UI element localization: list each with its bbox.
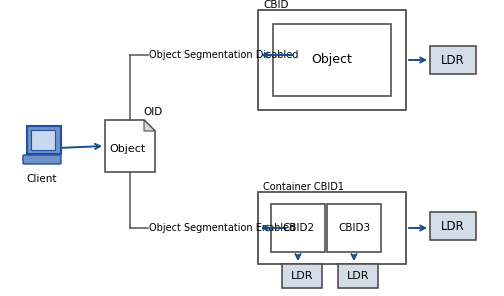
Text: CBID3: CBID3 <box>338 223 370 233</box>
Bar <box>258 192 406 264</box>
Bar <box>327 204 381 252</box>
Text: CBID2: CBID2 <box>282 223 314 233</box>
Bar <box>282 264 322 288</box>
Bar <box>430 46 476 74</box>
Text: Container CBID1: Container CBID1 <box>263 182 344 192</box>
Text: Object Segmentation Disabled: Object Segmentation Disabled <box>149 50 298 60</box>
Bar <box>430 212 476 240</box>
Text: CBID: CBID <box>263 0 288 10</box>
Text: OID: OID <box>143 107 163 117</box>
Text: Client: Client <box>27 174 57 184</box>
Text: LDR: LDR <box>441 220 465 232</box>
FancyBboxPatch shape <box>23 155 61 164</box>
Bar <box>273 24 391 96</box>
Text: Object Segmentation Enabled: Object Segmentation Enabled <box>149 223 295 233</box>
Text: LDR: LDR <box>347 271 369 281</box>
Text: LDR: LDR <box>291 271 313 281</box>
Bar <box>271 204 325 252</box>
Polygon shape <box>144 120 155 131</box>
Text: Object: Object <box>311 54 352 67</box>
Bar <box>258 10 406 110</box>
Text: LDR: LDR <box>441 54 465 67</box>
Text: Object: Object <box>110 144 146 154</box>
Polygon shape <box>105 120 155 172</box>
Bar <box>338 264 378 288</box>
FancyBboxPatch shape <box>27 126 61 154</box>
Bar <box>31 130 55 150</box>
